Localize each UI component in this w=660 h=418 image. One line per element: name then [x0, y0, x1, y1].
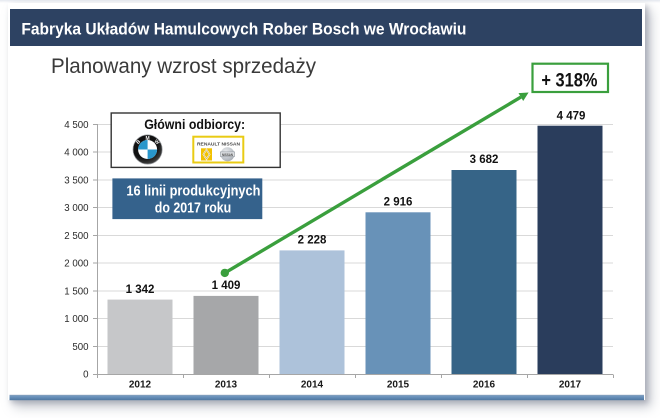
svg-text:2 228: 2 228 — [298, 235, 327, 247]
svg-text:4 000: 4 000 — [64, 148, 89, 159]
svg-text:3 682: 3 682 — [470, 154, 499, 166]
svg-text:1 000: 1 000 — [64, 314, 89, 325]
svg-text:2 916: 2 916 — [384, 197, 413, 209]
svg-text:B: B — [135, 139, 142, 146]
svg-text:2014: 2014 — [301, 380, 324, 391]
svg-text:Główni odbiorcy:: Główni odbiorcy: — [144, 117, 245, 132]
svg-text:2016: 2016 — [473, 380, 496, 391]
svg-text:2015: 2015 — [387, 380, 410, 391]
svg-text:Fabryka Układów Hamulcowych Ro: Fabryka Układów Hamulcowych Rober Bosch … — [21, 19, 466, 38]
svg-text:2012: 2012 — [129, 380, 152, 391]
svg-text:4 500: 4 500 — [64, 120, 89, 131]
svg-text:2017: 2017 — [559, 380, 582, 391]
svg-text:M: M — [146, 136, 150, 142]
svg-text:2 500: 2 500 — [64, 231, 89, 242]
svg-text:500: 500 — [72, 342, 89, 353]
svg-text:1 409: 1 409 — [212, 280, 241, 292]
svg-text:do 2017 roku: do 2017 roku — [155, 199, 232, 216]
svg-text:2 000: 2 000 — [64, 259, 89, 270]
svg-text:16 linii produkcyjnych: 16 linii produkcyjnych — [126, 182, 260, 199]
svg-text:1 342: 1 342 — [126, 284, 155, 296]
svg-text:3 500: 3 500 — [64, 176, 89, 187]
svg-text:+ 318%: + 318% — [541, 71, 597, 92]
svg-text:W: W — [153, 139, 161, 147]
svg-text:3 000: 3 000 — [64, 203, 89, 214]
svg-text:4 479: 4 479 — [557, 110, 586, 122]
svg-text:Planowany wzrost sprzedaży: Planowany wzrost sprzedaży — [51, 54, 316, 78]
svg-text:RENAULT NISSAN: RENAULT NISSAN — [197, 142, 240, 148]
svg-text:0: 0 — [83, 370, 89, 381]
svg-text:1 500: 1 500 — [64, 287, 89, 298]
svg-text:NISSAN: NISSAN — [222, 153, 233, 157]
svg-text:2013: 2013 — [215, 380, 238, 391]
